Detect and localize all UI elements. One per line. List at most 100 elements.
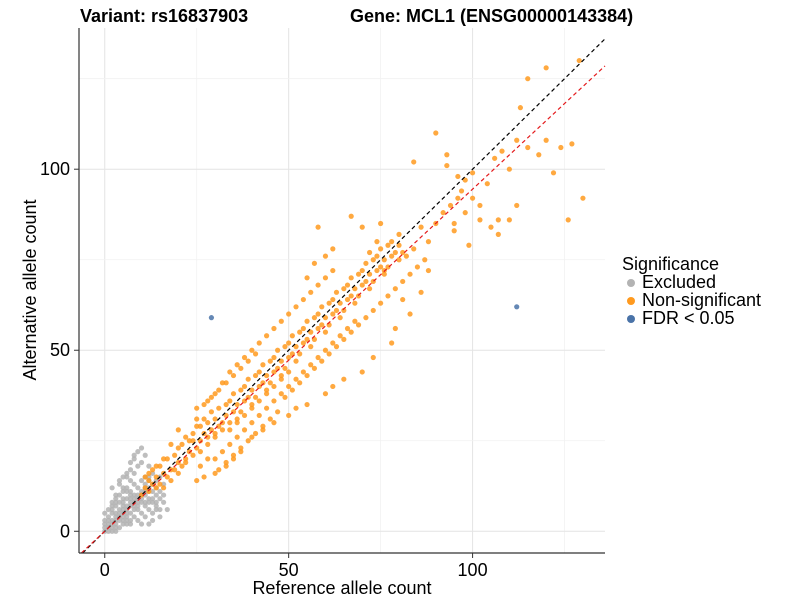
series-fdr-0-05 [208,304,520,321]
legend-swatch [627,315,635,323]
data-point [127,510,134,516]
data-point [142,474,148,480]
data-point [267,416,273,422]
data-point [238,387,244,393]
data-point [216,423,222,429]
data-point [212,391,218,397]
data-point [322,253,329,259]
data-point [370,257,376,263]
data-point [197,449,203,455]
data-point [315,354,321,361]
data-point [469,170,476,176]
data-point [311,260,318,266]
data-point [396,242,402,248]
data-point [348,329,354,335]
data-point [447,202,454,209]
x-tick-label: 50 [279,560,299,580]
data-point [341,286,347,292]
data-point [146,477,152,484]
data-point [153,499,159,505]
data-point [330,311,336,317]
data-point [186,438,192,444]
data-point [131,481,137,487]
legend-label: Non-significant [642,290,761,310]
data-point [363,315,369,321]
data-point [127,496,134,502]
data-point [297,351,303,357]
data-point [120,499,126,505]
data-point [142,499,148,505]
data-point [113,503,119,509]
data-point [109,517,115,524]
data-point [407,311,413,317]
data-point [385,242,391,248]
data-point [241,412,248,419]
data-point [389,253,395,259]
data-point [392,249,398,256]
data-point [219,380,226,386]
data-point [190,430,196,437]
data-point [300,325,306,332]
data-point [161,456,167,462]
data-point [127,467,134,473]
data-point [411,159,417,165]
data-point [249,434,255,440]
grid [79,28,605,553]
data-point [514,304,520,310]
data-point [411,246,417,252]
data-point [223,459,229,466]
data-point [260,427,266,433]
data-point [319,304,325,310]
data-point [263,333,270,339]
data-point [308,344,314,350]
data-point [517,105,523,111]
data-point [135,449,141,455]
data-point [484,181,490,187]
data-point [109,485,115,491]
data-point [359,267,365,274]
data-point [168,477,174,484]
data-point [256,412,262,419]
data-point [105,528,112,534]
data-point [488,224,494,230]
data-point [138,499,145,505]
data-point [102,521,108,527]
data-point [271,383,277,390]
data-point [105,521,112,527]
y-tick-label: 100 [40,159,70,179]
data-point [102,525,108,531]
data-point [149,467,156,473]
data-point [263,405,270,411]
reference-lines [80,38,606,554]
data-point [223,401,229,408]
data-point [286,340,292,346]
data-point [433,130,439,136]
data-point [238,409,244,415]
data-point [109,506,115,513]
identity-line [82,38,606,554]
data-point [157,463,163,469]
data-point [131,496,137,502]
data-point [179,441,185,447]
data-point [256,398,262,404]
data-point [348,275,354,281]
data-point [124,521,130,527]
data-point [227,427,233,433]
data-point [311,315,318,321]
data-point [341,307,347,314]
data-point [127,477,134,484]
data-point [249,347,255,353]
data-point [135,492,141,498]
data-point [124,517,130,524]
data-point [352,286,358,292]
data-point [304,275,310,281]
data-point [315,282,321,288]
data-point [216,405,222,411]
data-point [407,271,413,277]
data-point [138,445,145,451]
data-point [400,296,406,303]
data-point [120,496,126,502]
data-point [135,485,141,491]
data-point [348,293,354,299]
data-point [315,224,321,230]
